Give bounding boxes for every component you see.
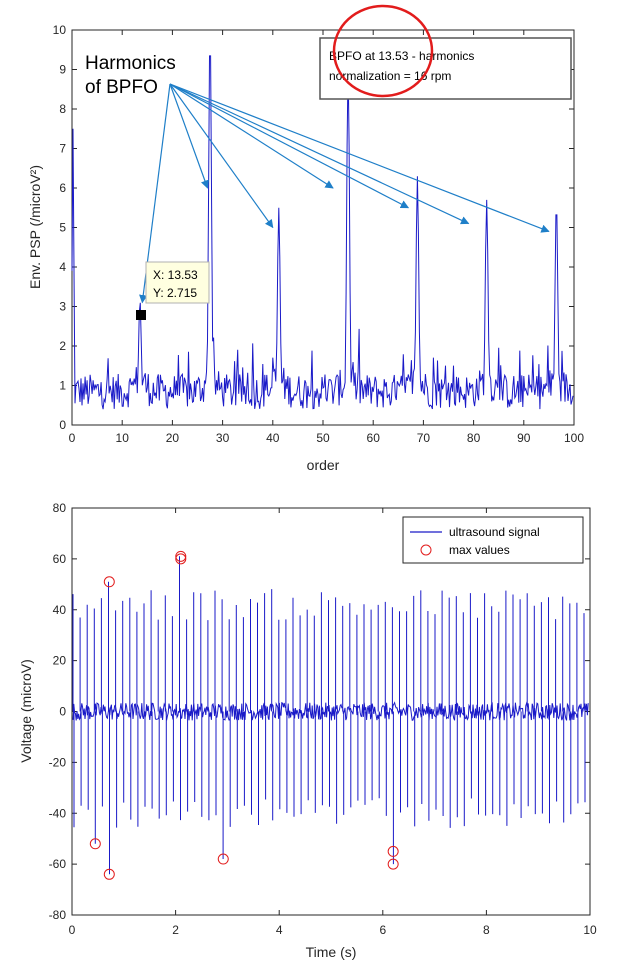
y-tick-label: -80 bbox=[49, 908, 67, 922]
x-tick-label: 6 bbox=[379, 923, 386, 937]
bottom-legend: ultrasound signal max values bbox=[402, 516, 584, 564]
datatip-x: X: 13.53 bbox=[153, 268, 198, 282]
y-tick-label: 9 bbox=[59, 63, 66, 77]
y-tick-label: -40 bbox=[49, 806, 67, 820]
x-tick-label: 0 bbox=[69, 923, 76, 937]
y-tick-label: 60 bbox=[53, 552, 67, 566]
x-tick-label: 60 bbox=[367, 431, 381, 445]
bottom-x-ticks: 0 2 4 6 8 10 bbox=[69, 508, 597, 937]
legend-max-label: max values bbox=[449, 543, 510, 557]
bottom-chart: 0 2 4 6 8 10 -80 -60 -40 -20 0 20 40 60 80 Time (s) V… bbox=[18, 501, 597, 960]
y-tick-label: 40 bbox=[53, 603, 67, 617]
ultrasound-signal-line bbox=[72, 556, 589, 875]
harmonic-arrow bbox=[169, 83, 410, 209]
harmonic-arrow bbox=[169, 83, 334, 189]
y-tick-label: 5 bbox=[59, 221, 66, 235]
max-value-marker bbox=[387, 845, 399, 857]
x-tick-label: 100 bbox=[564, 431, 584, 445]
y-tick-label: 0 bbox=[59, 705, 66, 719]
top-chart: 0 10 20 30 40 50 60 70 80 90 100 0 1 2 3 4 5 6 7 8 9 10 orde… bbox=[27, 4, 584, 473]
y-tick-label: 6 bbox=[59, 181, 66, 195]
datatip-marker bbox=[136, 310, 146, 320]
x-tick-label: 20 bbox=[166, 431, 180, 445]
bpfo-info-box: BPFO at 13.53 - harmonics normalization … bbox=[319, 37, 572, 100]
harmonic-arrow bbox=[169, 83, 550, 233]
bpfo-box-line1: BPFO at 13.53 - harmonics bbox=[329, 49, 474, 63]
bottom-y-axis-label: Voltage (microV) bbox=[18, 659, 34, 762]
x-tick-label: 30 bbox=[216, 431, 230, 445]
harmonics-label-line2: of BPFO bbox=[85, 77, 158, 98]
y-tick-label: -60 bbox=[49, 857, 67, 871]
x-tick-label: 80 bbox=[467, 431, 481, 445]
x-tick-label: 50 bbox=[316, 431, 330, 445]
y-tick-label: 0 bbox=[59, 418, 66, 432]
top-y-axis-label: Env. PSP (/microV²) bbox=[27, 165, 43, 289]
x-tick-label: 10 bbox=[116, 431, 130, 445]
x-tick-label: 2 bbox=[172, 923, 179, 937]
y-tick-label: 7 bbox=[59, 142, 66, 156]
x-tick-label: 40 bbox=[266, 431, 280, 445]
y-tick-label: 3 bbox=[59, 300, 66, 314]
top-spectrum-line bbox=[71, 55, 574, 410]
max-value-marker bbox=[175, 553, 187, 565]
top-x-axis-label: order bbox=[307, 457, 340, 473]
x-tick-label: 8 bbox=[483, 923, 490, 937]
max-value-marker bbox=[89, 838, 101, 850]
y-tick-label: 80 bbox=[53, 501, 67, 515]
harmonic-arrow bbox=[169, 83, 470, 225]
max-value-marker bbox=[175, 550, 187, 562]
max-value-marker bbox=[103, 576, 115, 588]
harmonics-label-line1: Harmonics bbox=[85, 53, 176, 74]
bottom-x-axis-label: Time (s) bbox=[306, 944, 357, 960]
y-tick-label: 2 bbox=[59, 339, 66, 353]
y-tick-label: 4 bbox=[59, 260, 66, 274]
legend-max-swatch bbox=[420, 544, 432, 556]
legend-signal-label: ultrasound signal bbox=[449, 525, 540, 539]
max-value-marker bbox=[103, 868, 115, 880]
highlight-circle bbox=[332, 4, 434, 98]
y-tick-label: 20 bbox=[53, 654, 67, 668]
max-value-marker bbox=[387, 858, 399, 870]
x-tick-label: 70 bbox=[417, 431, 431, 445]
harmonic-arrow bbox=[169, 83, 209, 189]
y-tick-label: 1 bbox=[59, 379, 66, 393]
bottom-y-ticks: -80 -60 -40 -20 0 20 40 60 80 bbox=[49, 501, 590, 922]
datatip-y: Y: 2.715 bbox=[153, 286, 197, 300]
top-x-ticks: 0 10 20 30 40 50 60 70 80 90 100 bbox=[69, 30, 584, 445]
x-tick-label: 4 bbox=[276, 923, 283, 937]
datatip: X: 13.53 Y: 2.715 bbox=[136, 261, 210, 320]
max-values-markers bbox=[89, 550, 399, 880]
x-tick-label: 10 bbox=[583, 923, 597, 937]
x-tick-label: 0 bbox=[69, 431, 76, 445]
y-tick-label: 8 bbox=[59, 102, 66, 116]
max-value-marker bbox=[217, 853, 229, 865]
harmonic-arrow bbox=[169, 83, 274, 229]
y-tick-label: -20 bbox=[49, 755, 67, 769]
y-tick-label: 10 bbox=[53, 23, 67, 37]
top-y-ticks: 0 1 2 3 4 5 6 7 8 9 10 bbox=[53, 23, 574, 432]
x-tick-label: 90 bbox=[517, 431, 531, 445]
